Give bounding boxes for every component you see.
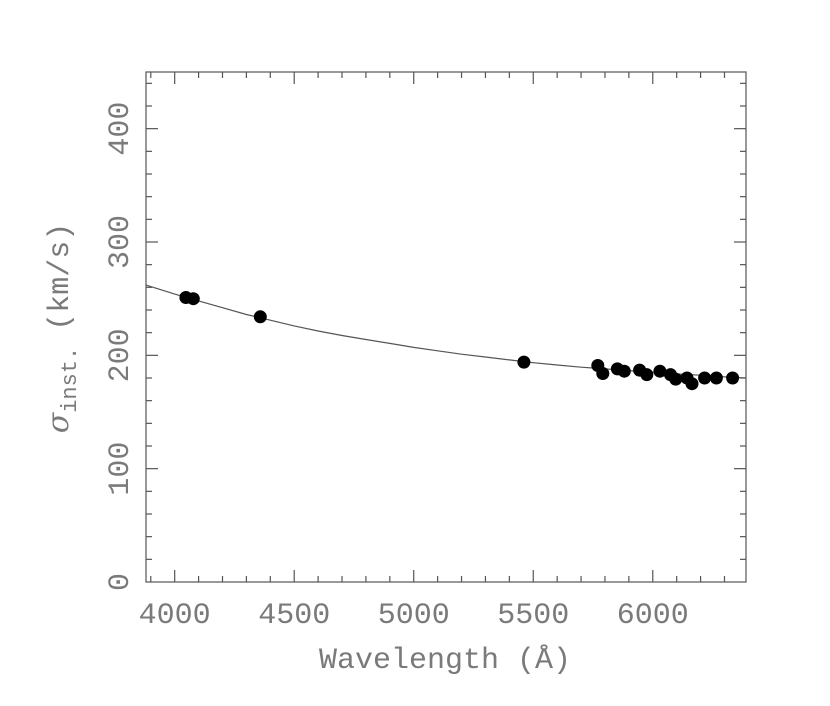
y-axis-units: (km/s) xyxy=(44,223,78,331)
data-point xyxy=(186,292,200,306)
x-tick-label: 5500 xyxy=(497,599,569,633)
data-point xyxy=(617,364,631,378)
data-point xyxy=(517,355,531,369)
svg-text:σinst.(km/s): σinst. (km/s) xyxy=(41,223,83,434)
data-point xyxy=(698,371,712,385)
y-tick-label: 200 xyxy=(104,328,138,382)
y-tick-labels: 0 100 200 300 400 xyxy=(104,102,138,591)
data-point xyxy=(726,371,740,385)
y-axis-title: σinst. (km/s) xyxy=(41,223,83,434)
data-point xyxy=(653,364,667,378)
data-point xyxy=(709,371,723,385)
data-point xyxy=(253,310,267,324)
x-tick-label: 4500 xyxy=(258,599,330,633)
y-tick-label: 300 xyxy=(104,215,138,269)
data-point xyxy=(596,367,610,380)
plot-frame xyxy=(145,71,747,583)
y-tick-label: 400 xyxy=(104,102,138,156)
x-tick-label: 5000 xyxy=(378,599,450,633)
major-ticks xyxy=(146,72,746,582)
data-point xyxy=(685,377,699,391)
x-tick-labels: 4000 4500 5000 5500 6000 xyxy=(139,599,689,633)
minor-ticks xyxy=(146,72,746,582)
y-tick-label: 0 xyxy=(104,573,138,591)
data-point xyxy=(640,368,654,382)
data-point xyxy=(669,372,683,386)
data-points xyxy=(179,291,740,391)
x-tick-label: 4000 xyxy=(139,599,211,633)
y-axis-symbol: σ xyxy=(41,411,76,433)
x-axis-title: Wavelength (Å) xyxy=(319,644,571,678)
fit-curve xyxy=(145,284,747,379)
x-tick-label: 6000 xyxy=(617,599,689,633)
y-tick-label: 100 xyxy=(104,442,138,496)
y-axis-subscript: inst. xyxy=(58,347,83,413)
